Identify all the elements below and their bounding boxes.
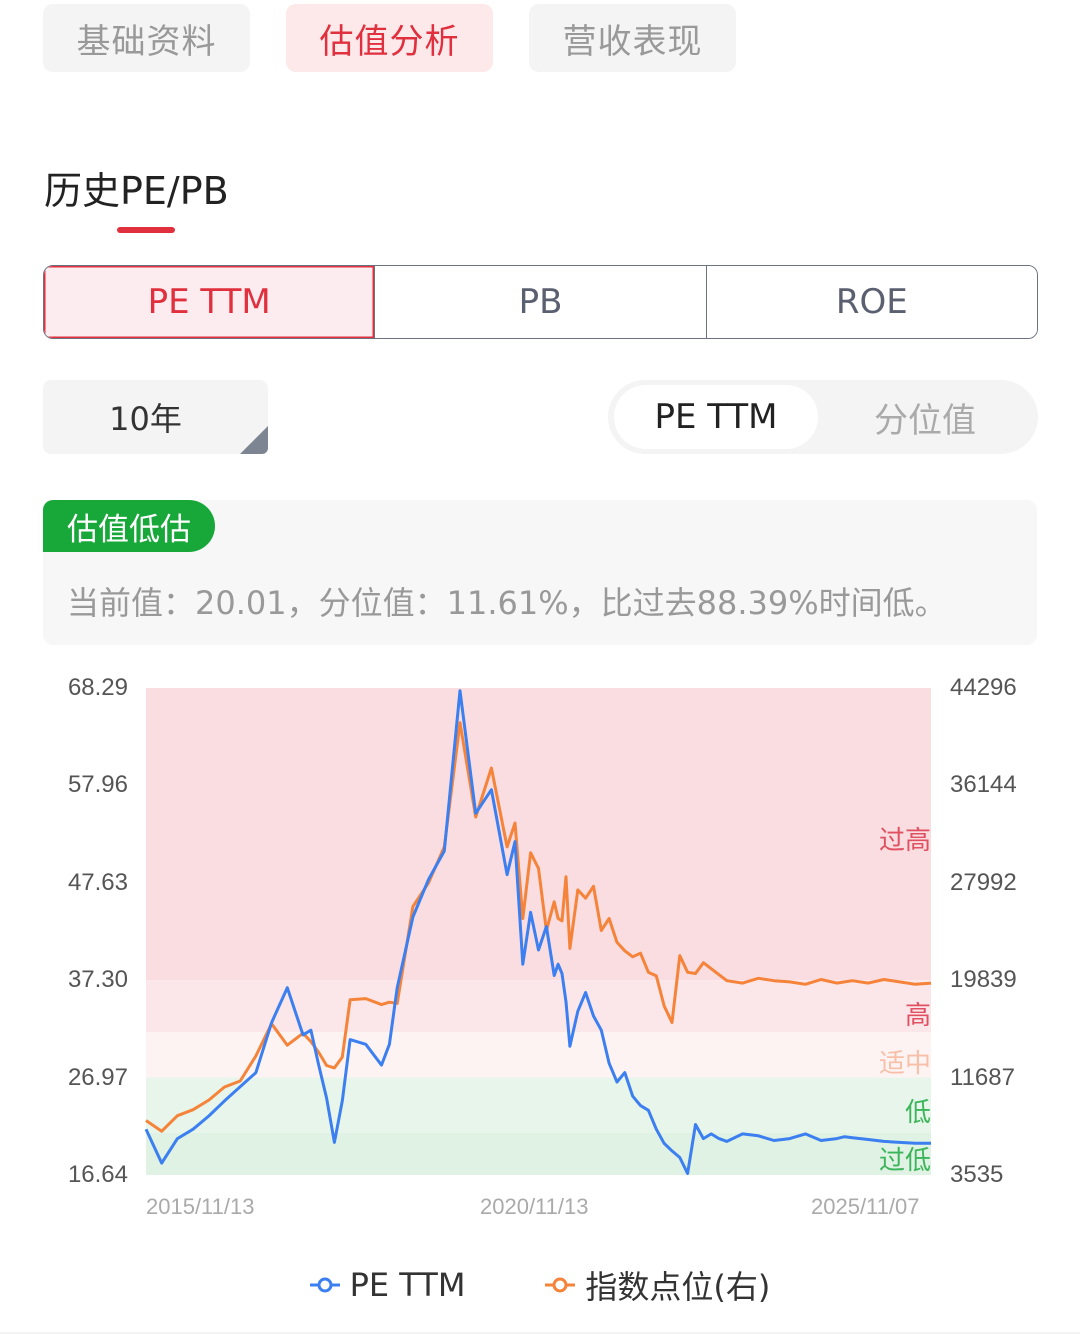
valuation-band xyxy=(146,1132,931,1175)
period-value: 10年 xyxy=(109,400,182,438)
metric-tab-roe[interactable]: ROE xyxy=(705,266,1037,338)
y-right-tick: 27992 xyxy=(950,869,1017,896)
legend-label: 指数点位(右) xyxy=(585,1268,771,1306)
band-label-low: 低 xyxy=(904,1098,931,1128)
x-tick: 2015/11/13 xyxy=(146,1194,255,1219)
y-right-tick: 3535 xyxy=(950,1161,1004,1188)
valuation-band xyxy=(146,980,931,1033)
line-marker-icon xyxy=(545,1277,576,1293)
y-right-tick: 11687 xyxy=(950,1064,1015,1091)
metric-tab-pe-ttm[interactable]: PE TTM xyxy=(44,266,375,338)
tab-valuation-analysis[interactable]: 估值分析 xyxy=(286,4,493,72)
tab-basic-info[interactable]: 基础资料 xyxy=(43,4,250,72)
y-left-tick: 16.64 xyxy=(67,1161,128,1188)
band-label-very-low: 过低 xyxy=(878,1146,931,1176)
metric-tab-pb[interactable]: PB xyxy=(374,266,706,338)
index-line xyxy=(145,721,932,1133)
legend-label: PE TTM xyxy=(349,1266,466,1304)
section-title: 历史PE/PB xyxy=(44,169,229,213)
y-right-tick: 44296 xyxy=(950,674,1017,701)
metric-segmented-control: PE TTM PB ROE xyxy=(43,265,1038,339)
valuation-band xyxy=(146,1032,931,1078)
y-left-tick: 37.30 xyxy=(67,966,128,993)
y-left-tick: 47.63 xyxy=(67,869,128,896)
x-tick: 2025/11/07 xyxy=(811,1194,920,1219)
toggle-percentile[interactable]: 分位值 xyxy=(874,400,976,441)
legend-item-pe-ttm[interactable]: PE TTM xyxy=(309,1262,466,1308)
tab-revenue-performance[interactable]: 营收表现 xyxy=(529,4,736,72)
y-right-tick: 19839 xyxy=(950,966,1017,993)
view-toggle: PE TTM 分位值 xyxy=(608,380,1038,454)
line-marker-icon xyxy=(309,1277,340,1293)
band-label-moderate: 适中 xyxy=(878,1049,931,1079)
status-badge: 估值低估 xyxy=(43,500,215,552)
chart-legend: PE TTM 指数点位(右) xyxy=(0,1262,1080,1308)
valuation-band xyxy=(146,688,931,981)
x-tick: 2020/11/13 xyxy=(480,1194,589,1219)
y-left-tick: 26.97 xyxy=(67,1064,128,1091)
y-left-tick: 68.29 xyxy=(67,674,128,701)
dropdown-corner-icon xyxy=(240,426,268,454)
status-summary: 当前值：20.01，分位值：11.61%，比过去88.39%时间低。 xyxy=(67,584,947,622)
legend-item-index[interactable]: 指数点位(右) xyxy=(545,1262,770,1308)
valuation-status-card: 估值低估 当前值：20.01，分位值：11.61%，比过去88.39%时间低。 xyxy=(43,500,1037,645)
title-underline xyxy=(117,227,175,233)
band-label-very-high: 过高 xyxy=(878,826,931,856)
valuation-band xyxy=(146,1077,931,1133)
divider xyxy=(0,1332,1080,1334)
top-tab-bar: 基础资料 估值分析 营收表现 xyxy=(43,4,736,72)
band-label-high: 高 xyxy=(904,1001,931,1031)
toggle-pe-ttm[interactable]: PE TTM xyxy=(614,385,818,449)
y-right-tick: 36144 xyxy=(950,771,1017,798)
period-dropdown[interactable]: 10年 xyxy=(43,380,268,454)
pe-ttm-line xyxy=(144,689,932,1175)
y-left-tick: 57.96 xyxy=(67,771,128,798)
